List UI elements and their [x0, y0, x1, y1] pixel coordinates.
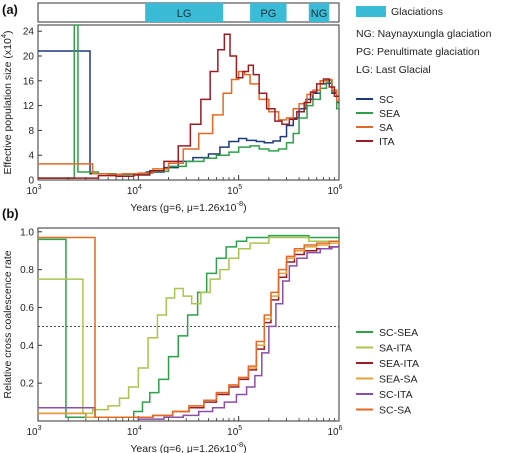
series-line-sc-ita: [38, 246, 339, 420]
legend-entry: SC: [379, 94, 394, 106]
series-line-sea: [38, 24, 339, 179]
series-line-sc-sa: [38, 236, 339, 418]
legend-entry: SC-SA: [379, 405, 411, 417]
legend-entry: SEA-ITA: [379, 358, 419, 370]
y-tick-label: 1.0: [20, 227, 34, 238]
y-axis-label: Effective population size (x104): [0, 30, 14, 174]
glaciation-legend-line: NG: Naynayxungla glaciation: [356, 28, 492, 40]
x-axis-label: Years (g=6, μ=1.26x10-8): [130, 440, 246, 453]
panel-label: (b): [2, 206, 19, 221]
y-tick-label: 0.4: [20, 341, 34, 352]
legend-entry: SA: [379, 122, 393, 134]
series-line-sc-sea: [38, 234, 339, 418]
y-tick-label: 24: [23, 27, 35, 38]
series-group: [38, 24, 339, 179]
x-axis-label: Years (g=6, μ=1.26x10-8): [130, 199, 246, 214]
glaciation-band-label: PG: [260, 8, 276, 20]
x-tick-label: 106: [327, 425, 342, 438]
glaciation-band-lg: [145, 3, 224, 22]
y-tick-label: 0.8: [20, 265, 34, 276]
y-tick-label: 8: [28, 126, 34, 137]
plot-frame: [37, 227, 340, 422]
glaciation-band-label: NG: [311, 8, 328, 20]
series-line-sa-ita: [38, 236, 339, 415]
y-tick-label: 16: [23, 76, 35, 87]
legend-entry: SA-ITA: [379, 343, 412, 355]
y-tick-label: 0.2: [20, 379, 34, 390]
glaciation-legend-line: PG: Penultimate glaciation: [356, 46, 480, 58]
legend-entry: SC-SEA: [379, 327, 418, 339]
glaciation-legend-line: LG: Last Glacial: [356, 64, 431, 76]
legend-entry: SC-ITA: [379, 389, 413, 401]
x-tick-label: 103: [26, 425, 41, 438]
legend-entry: SEA: [379, 108, 400, 120]
x-tick-label: 105: [227, 425, 242, 438]
legend-entry: ITA: [379, 136, 395, 148]
series-line-ita: [38, 33, 339, 179]
plot-frame: [37, 24, 340, 181]
y-axis-label: Relative cross coalescence rate: [2, 250, 14, 398]
y-tick-label: 0: [28, 176, 34, 187]
x-tick-label: 104: [127, 184, 142, 197]
glaciation-legend-title: Glaciations: [391, 6, 443, 18]
glaciation-band-ng: [308, 3, 330, 22]
y-tick-label: 12: [23, 101, 35, 112]
x-tick-label: 104: [127, 425, 142, 438]
x-tick-label: 106: [327, 184, 342, 197]
y-tick-label: 0.6: [20, 303, 34, 314]
legend-entry: SEA-SA: [379, 374, 418, 386]
glaciation-band-pg: [250, 3, 287, 22]
series-group: [38, 234, 339, 420]
x-tick-label: 105: [227, 184, 242, 197]
series-line-sa: [38, 70, 339, 176]
y-tick-label: 20: [23, 52, 35, 63]
glaciation-band-label: LG: [177, 8, 192, 20]
x-tick-label: 103: [26, 184, 41, 197]
y-tick-label: 4: [28, 151, 34, 162]
panel-label: (a): [2, 2, 18, 17]
glaciation-legend-swatch: [356, 6, 386, 17]
